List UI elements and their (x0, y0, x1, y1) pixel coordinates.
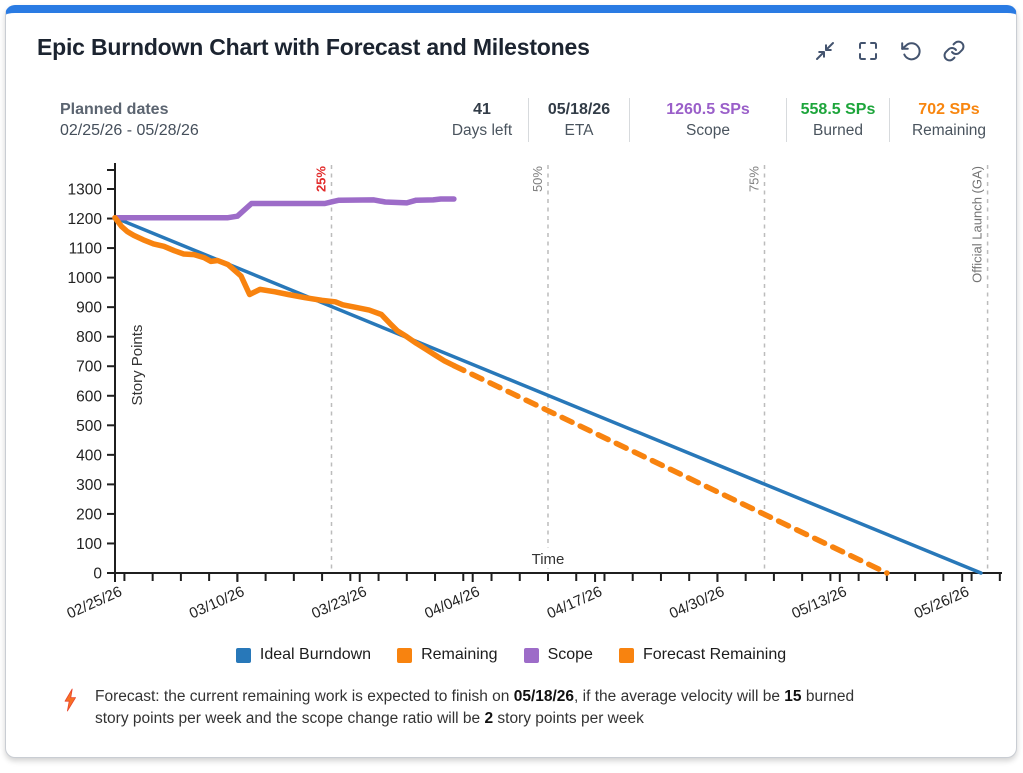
legend-item-ideal-burndown[interactable]: Ideal Burndown (235, 646, 372, 664)
link-button[interactable] (942, 39, 966, 63)
chart-legend: Ideal Burndown Remaining Scope Forecast … (6, 646, 1016, 664)
y-axis-title: Story Points (129, 325, 146, 406)
forecast-ratio: 2 (484, 710, 494, 727)
y-tick-label: 1000 (68, 270, 103, 287)
milestone-label: Official Launch (GA) (970, 166, 985, 283)
y-tick-label: 800 (76, 329, 102, 346)
stat-burned: 558.5 SPs Burned (786, 98, 889, 142)
link-icon (942, 39, 966, 63)
y-tick-label: 100 (76, 536, 102, 553)
series-line-forecast-remaining (451, 362, 890, 576)
panel-toolbar (813, 39, 966, 63)
y-tick-label: 1200 (68, 211, 103, 228)
legend-swatch-scope (523, 647, 539, 663)
stat-burned-value: 558.5 SPs (800, 101, 876, 118)
forecast-text-part: , if the average velocity will be (574, 688, 785, 705)
legend-swatch-remaining (397, 647, 413, 663)
x-tick-label: 02/25/26 (64, 583, 124, 622)
x-tick-label: 04/30/26 (667, 583, 727, 622)
burndown-chart: 0 100 200 300 400 500 600 700 800 900 1000 1100 1200… (30, 150, 1010, 642)
x-tick-label: 03/10/26 (187, 583, 247, 622)
burndown-panel: Epic Burndown Chart with Forecast and Mi… (5, 5, 1017, 758)
legend-label-forecast-remaining: Forecast Remaining (642, 646, 787, 663)
forecast-text-part: story points per week and the scope chan… (95, 710, 485, 727)
forecast-eta: 05/18/26 (513, 688, 575, 705)
y-tick-label: 900 (76, 300, 102, 317)
legend-item-forecast-remaining[interactable]: Forecast Remaining (618, 646, 787, 664)
legend-label-scope: Scope (547, 646, 593, 663)
y-tick-label: 300 (76, 477, 102, 494)
y-tick-label: 1300 (68, 182, 103, 199)
y-tick-label: 700 (76, 359, 102, 376)
legend-item-scope[interactable]: Scope (523, 646, 593, 664)
y-tick-label: 1100 (69, 241, 103, 258)
collapse-icon (813, 39, 837, 63)
lightning-bolt-icon (62, 686, 78, 730)
x-tick-label: 04/17/26 (544, 583, 604, 622)
fullscreen-icon (856, 39, 880, 63)
series-line-ideal-burndown (113, 215, 983, 575)
stat-remaining-label: Remaining (911, 122, 987, 139)
planned-dates-label: Planned dates (60, 101, 169, 118)
milestone-label: 50% (530, 166, 545, 192)
stat-scope: 1260.5 SPs Scope (629, 98, 786, 142)
fullscreen-button[interactable] (856, 39, 880, 63)
forecast-note: Forecast: the current remaining work is … (62, 686, 962, 730)
x-tick-label: 04/04/26 (422, 583, 482, 622)
reload-button[interactable] (899, 39, 923, 63)
page-title: Epic Burndown Chart with Forecast and Mi… (37, 34, 590, 60)
stat-scope-value: 1260.5 SPs (666, 101, 750, 118)
stat-scope-label: Scope (686, 122, 730, 139)
stat-eta-value: 05/18/26 (547, 101, 611, 118)
y-tick-label: 600 (76, 388, 102, 405)
stat-eta: 05/18/26 ETA (528, 98, 629, 142)
forecast-text-part: Forecast: the current remaining work is … (95, 688, 514, 705)
milestone-label: 75% (746, 166, 761, 192)
forecast-text: Forecast: the current remaining work is … (95, 686, 854, 730)
x-axis-title: Time (532, 551, 565, 568)
planned-dates-range: 02/25/26 - 05/28/26 (60, 122, 199, 139)
stat-burned-label: Burned (813, 122, 863, 139)
series-line-scope (112, 196, 457, 221)
collapse-button[interactable] (813, 39, 837, 63)
x-tick-label: 05/13/26 (789, 583, 849, 622)
stat-eta-label: ETA (564, 122, 594, 139)
forecast-velocity: 15 (784, 688, 802, 705)
reload-icon (899, 39, 923, 63)
y-tick-label: 400 (76, 447, 102, 464)
milestone-label: 25% (313, 166, 328, 192)
y-tick-label: 500 (76, 418, 102, 435)
stat-days-left-label: Days left (451, 122, 513, 139)
legend-label-ideal-burndown: Ideal Burndown (259, 646, 372, 663)
legend-swatch-ideal-burndown (235, 647, 251, 663)
stats-row: Planned dates 02/25/26 - 05/28/26 41 Day… (60, 97, 1008, 143)
y-tick-label: 0 (93, 566, 102, 583)
stat-remaining: 702 SPs Remaining (889, 98, 1008, 142)
series-line-remaining (112, 214, 457, 369)
x-axis-title-bg (525, 548, 570, 568)
stat-days-left: 41 Days left (436, 98, 528, 142)
legend-label-remaining: Remaining (421, 646, 498, 663)
x-tick-label: 03/23/26 (309, 583, 369, 622)
y-tick-label: 200 (76, 506, 102, 523)
stat-days-left-value: 41 (473, 101, 491, 118)
legend-item-remaining[interactable]: Remaining (397, 646, 498, 664)
burndown-chart-svg: 0 100 200 300 400 500 600 700 800 900 1000 1100 1200… (64, 163, 1002, 622)
x-tick-label: 05/26/26 (912, 583, 972, 622)
legend-swatch-forecast-remaining (618, 647, 634, 663)
forecast-text-part: burned (801, 688, 855, 705)
forecast-text-part: story points per week (493, 710, 644, 727)
planned-dates: Planned dates 02/25/26 - 05/28/26 (60, 99, 436, 141)
stat-remaining-value: 702 SPs (918, 101, 980, 118)
